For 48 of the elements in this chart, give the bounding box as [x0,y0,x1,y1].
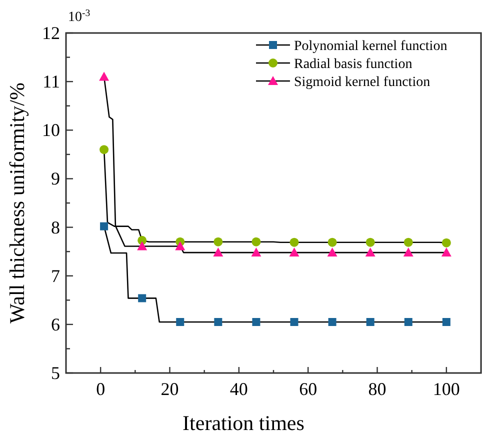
x-tick-label: 80 [368,379,386,399]
point [365,248,376,257]
point [327,248,338,257]
point [138,294,146,302]
point [251,248,262,257]
y-tick-label: 9 [51,168,60,189]
x-tick-label: 0 [96,379,106,399]
point [100,222,108,230]
point [214,318,222,326]
y-tick-label: 5 [51,363,60,383]
point [176,318,184,326]
y-tick-label: 12 [42,23,60,43]
point [99,72,110,81]
y-tick-label: 6 [51,314,60,334]
y-tick-label: 10 [42,120,60,140]
text: 10$^{-3}$ [68,8,90,25]
y-tick-label: 8 [51,217,60,238]
legend-label: Polynomial kernel function [294,39,448,54]
point [404,238,413,247]
y-tick-label: 7 [51,266,60,286]
point [442,238,451,248]
point [252,318,260,326]
x-axis-title: Iteration times [182,411,304,435]
point [366,238,375,247]
point [328,318,336,326]
x-tick-label: 20 [160,379,179,399]
x-tick-label: 60 [299,379,318,399]
point [441,248,452,257]
point [213,248,224,257]
x-tick-label: 100 [432,379,460,399]
point [289,248,300,257]
point [214,237,223,246]
point [137,241,148,250]
point [328,238,337,247]
y-axis-title: Wall thickness uniformity/% [5,82,29,324]
point [442,318,450,326]
point [175,241,186,250]
point [252,237,261,246]
point [403,248,414,257]
point [404,318,412,326]
point [100,145,109,154]
point [366,318,374,326]
legend-label: Sigmoid kernel function [294,75,430,90]
x-tick-label: 40 [230,379,248,399]
point [290,238,299,247]
legend-label: Radial basis function [294,57,412,72]
point [290,318,298,326]
y-tick-label: 11 [42,72,60,92]
